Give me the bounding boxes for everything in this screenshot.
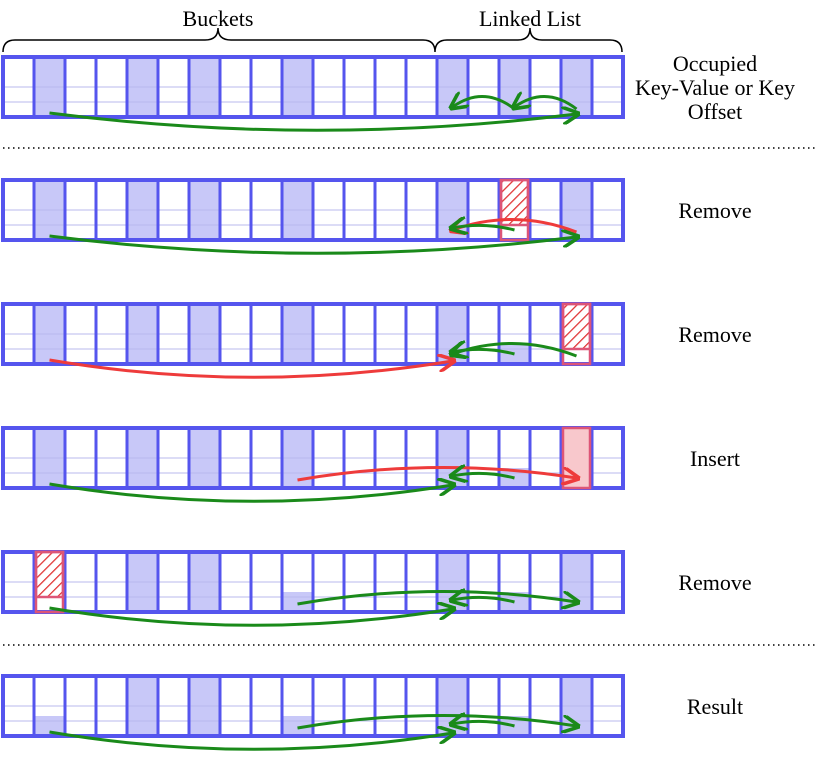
array-outline (1, 674, 625, 738)
brace (2, 27, 623, 53)
array-outline (1, 550, 625, 614)
row-label: Result (687, 694, 743, 719)
pointer-arrow (453, 349, 515, 354)
pointer-arrow (515, 96, 578, 109)
pointer-arrow (49, 113, 577, 132)
removed-outline (561, 302, 592, 366)
row-label: Remove (678, 198, 751, 223)
row-label: Key-Value or Key (635, 75, 795, 100)
row-label: Remove (678, 322, 751, 347)
buckets-label: Buckets (183, 6, 254, 31)
pointer-arrow (49, 608, 453, 627)
row-label: Offset (688, 99, 743, 124)
row-label: Insert (690, 446, 740, 471)
inserted-cell (561, 426, 592, 490)
pointer-arrow (297, 465, 577, 480)
pointer-arrow (49, 360, 453, 379)
removed-outline (499, 178, 530, 242)
pointer-arrow (453, 96, 516, 109)
row-label: Remove (678, 570, 751, 595)
pointer-arrow (49, 732, 453, 751)
pointer-arrow (49, 236, 577, 255)
pointer-arrow (453, 473, 515, 478)
removed-cell (34, 550, 65, 599)
removed-cell (561, 302, 592, 351)
pointer-arrow (49, 484, 453, 503)
array-outline (1, 426, 625, 490)
pointer-arrow (297, 713, 577, 728)
pointer-arrow (453, 225, 515, 230)
row-label: Occupied (673, 51, 757, 76)
removed-outline (34, 550, 65, 614)
pointer-arrow (453, 597, 515, 602)
array-outline (1, 178, 625, 242)
pointer-arrow (297, 589, 577, 604)
pointer-arrow (453, 721, 515, 726)
linked-list-label: Linked List (479, 6, 581, 31)
array-outline (1, 302, 625, 366)
array-outline (1, 55, 625, 119)
